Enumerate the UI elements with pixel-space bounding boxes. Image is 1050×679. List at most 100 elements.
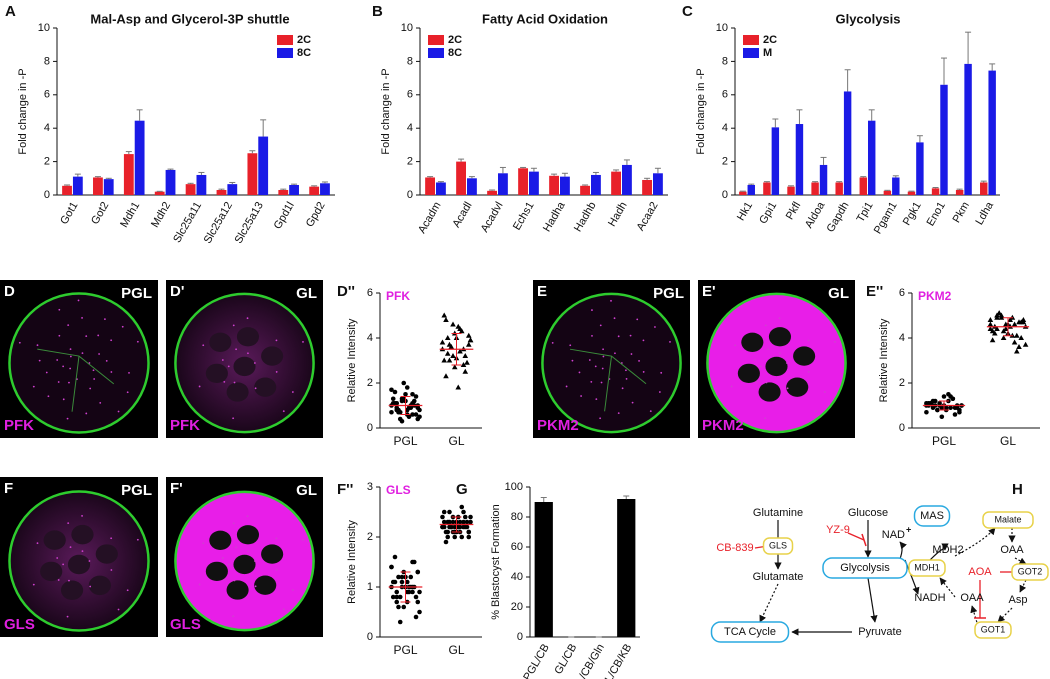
bar	[560, 176, 570, 195]
data-point	[413, 594, 419, 600]
data-point	[1014, 348, 1020, 354]
image-label: PGL	[121, 285, 152, 302]
signal-dot	[275, 339, 278, 342]
data-point	[441, 524, 447, 530]
x-tick-label: Pgam1	[872, 200, 900, 236]
signal-dot	[202, 542, 205, 545]
nucleus	[737, 363, 760, 384]
signal-dot	[247, 352, 249, 355]
signal-dot	[753, 359, 756, 361]
nucleus	[209, 530, 232, 550]
membrane	[174, 490, 315, 632]
data-point	[446, 357, 453, 363]
signal-dot	[47, 395, 50, 398]
signal-dot	[275, 371, 278, 373]
signal-dot	[110, 537, 113, 540]
y-tick-label: 8	[407, 55, 413, 67]
y-tick-label: 2	[44, 156, 50, 168]
signal-dot	[588, 359, 591, 361]
signal-dot	[617, 335, 620, 338]
data-point	[461, 519, 466, 525]
data-point	[444, 335, 451, 340]
panel-letter: C	[682, 3, 693, 20]
signal-dot	[594, 365, 597, 368]
panel-letter: D	[4, 283, 15, 300]
x-tick-label: Hk1	[735, 200, 755, 223]
bar	[196, 174, 207, 195]
signal-dot	[38, 359, 41, 362]
bar	[456, 161, 466, 195]
inhibition	[861, 533, 867, 547]
nucleus	[233, 554, 256, 575]
signal-dot	[660, 371, 663, 374]
signal-dot	[246, 317, 249, 320]
data-point	[450, 321, 456, 327]
bar	[811, 182, 819, 195]
signal-dot	[77, 299, 80, 302]
data-point	[399, 574, 405, 580]
bar	[549, 175, 559, 195]
signal-dot	[235, 546, 237, 549]
y-tick-label: 4	[367, 332, 373, 344]
bar	[425, 177, 435, 195]
stain-label: PKM2	[702, 417, 744, 434]
signal-dot	[730, 385, 733, 388]
chart-title: Fatty Acid Oxidation	[482, 11, 608, 26]
data-point	[413, 412, 419, 417]
y-tick-label: 2	[899, 377, 905, 389]
bar	[154, 191, 165, 195]
bar	[771, 127, 780, 195]
bar	[955, 189, 964, 195]
membrane	[569, 348, 647, 412]
signal-dot	[69, 348, 72, 351]
chart-title: Glycolysis	[835, 11, 900, 26]
bar	[931, 188, 940, 195]
signal-dot	[88, 560, 91, 562]
signal-dot	[227, 563, 230, 566]
y-axis-label: Fold change in -P	[695, 68, 707, 154]
data-point	[464, 519, 470, 525]
bar	[747, 184, 755, 195]
signal-dot	[636, 318, 639, 321]
data-point	[1011, 339, 1018, 345]
signal-dot	[81, 515, 83, 517]
signal-dot	[32, 385, 35, 388]
signal-dot	[275, 569, 278, 571]
signal-dot	[625, 377, 628, 380]
arrow	[939, 577, 956, 598]
node-label: GOT1	[981, 624, 1006, 634]
panel-letter: E''	[866, 283, 883, 300]
bar	[487, 190, 497, 195]
data-point	[445, 529, 451, 535]
bar	[653, 173, 663, 195]
y-tick-label: 0	[367, 631, 373, 643]
bar	[980, 182, 988, 195]
signal-dot	[68, 381, 70, 384]
y-tick-label: 6	[367, 287, 373, 299]
signal-dot	[569, 344, 572, 347]
bar	[617, 499, 636, 637]
x-tick-label: Acaa2	[635, 200, 661, 233]
stain-label: PKM2	[537, 417, 579, 434]
data-point	[410, 391, 415, 397]
data-point	[924, 409, 929, 415]
data-point	[443, 539, 449, 545]
image-label: PGL	[121, 482, 152, 499]
bar	[763, 182, 771, 195]
data-point	[399, 418, 405, 424]
stain-label: PFK	[170, 417, 200, 434]
y-tick-label: 2	[722, 156, 728, 168]
bar	[123, 154, 134, 195]
signal-dot	[590, 380, 593, 383]
data-point	[397, 409, 403, 415]
enzyme-box	[908, 559, 946, 577]
y-tick-label: 0	[722, 189, 728, 201]
signal-dot	[223, 380, 226, 383]
legend-label: 2C	[448, 34, 462, 46]
data-point	[1003, 321, 1009, 327]
y-axis-label: Relative Intensity	[878, 318, 890, 402]
signal-dot	[734, 344, 737, 347]
data-point	[989, 337, 996, 343]
y-tick-label: 1	[367, 581, 373, 593]
y-axis-label: Relative Intensity	[346, 318, 358, 402]
